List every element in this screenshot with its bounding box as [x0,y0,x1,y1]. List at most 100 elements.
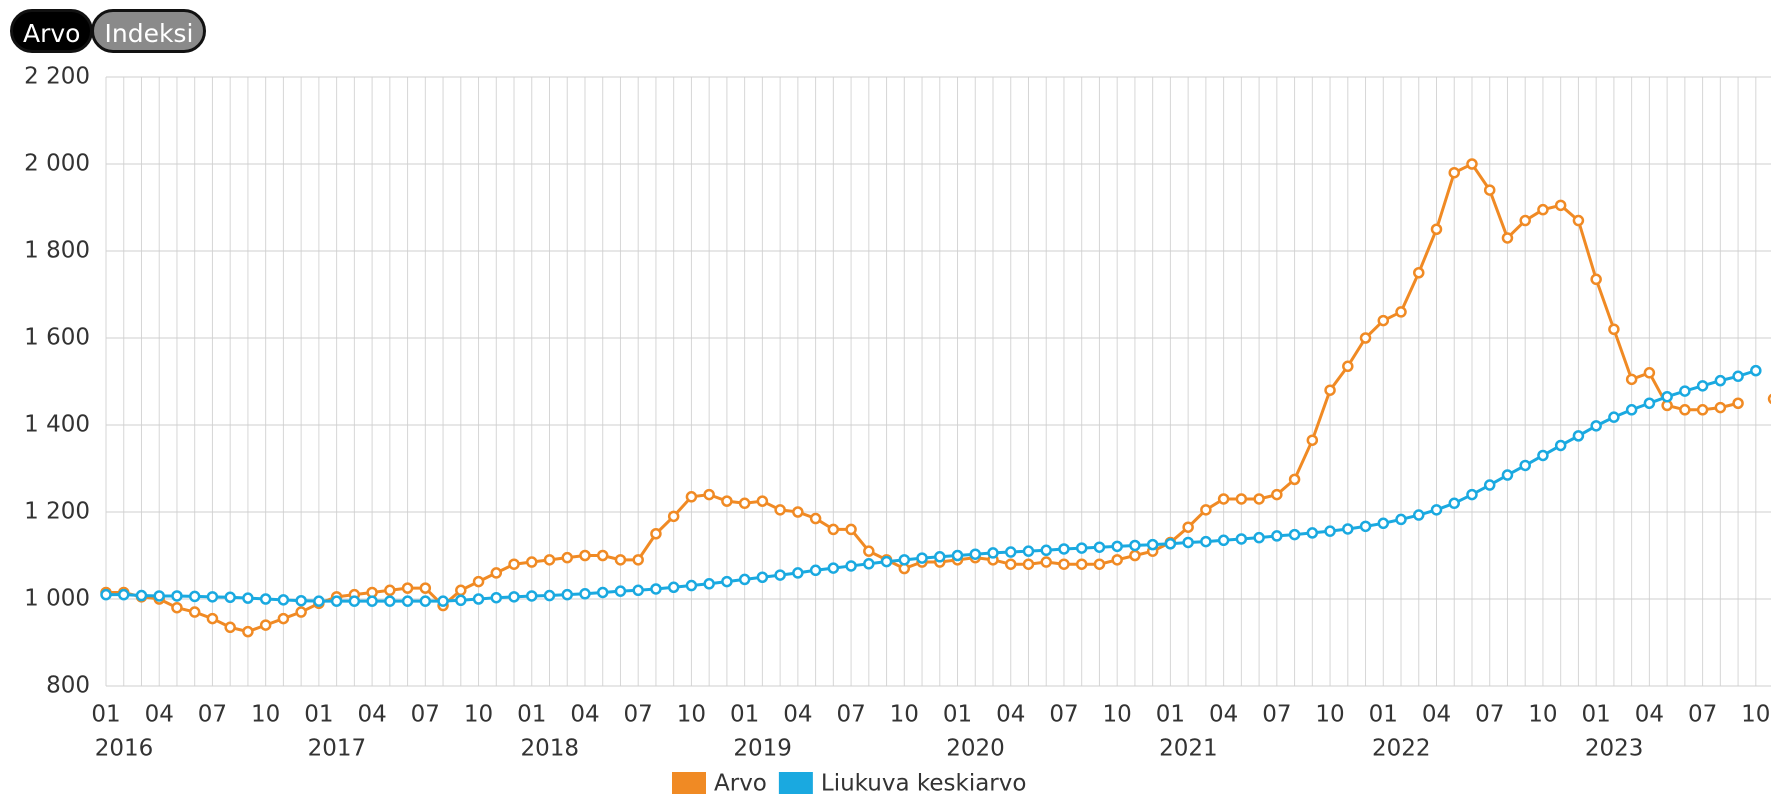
data-point [1483,479,1496,491]
year-label: 2017 [308,736,367,762]
x-tick-label: 04 [1635,702,1664,728]
data-point [1413,267,1425,279]
data-point [667,581,680,594]
data-point [1022,558,1035,570]
data-point [1466,488,1478,501]
data-point [100,588,112,601]
data-point [224,621,236,634]
data-point [1608,323,1620,336]
y-tick-label: 2 000 [24,151,90,177]
data-point [384,595,396,607]
data-point [863,558,875,570]
data-point [1164,538,1177,550]
x-tick-label: 01 [517,702,546,728]
data-point [845,523,857,536]
data-point [756,571,769,583]
button-group: Arvo Indeksi [10,9,207,53]
x-tick-label: 01 [91,702,120,728]
data-point [384,584,396,597]
data-point [242,625,254,638]
x-tick-label: 04 [145,702,174,728]
x-tick-label: 01 [304,702,333,728]
index-button[interactable]: Indeksi [91,9,207,53]
data-point [1182,521,1194,533]
data-point [277,612,290,625]
data-point [1146,538,1159,551]
year-label: 2018 [520,736,579,762]
x-tick-label: 10 [251,702,280,728]
data-point [685,491,698,503]
data-point [703,488,715,501]
x-tick-label: 01 [1156,702,1185,728]
data-point [1448,497,1460,510]
x-tick-label: 04 [783,702,812,728]
y-tick-label: 1 600 [24,325,90,351]
data-point [1217,493,1230,505]
x-tick-label: 10 [1741,702,1770,728]
data-point [135,589,148,602]
data-point [366,595,378,607]
data-point [543,589,556,602]
data-point [1271,488,1283,501]
data-point [1288,528,1301,541]
data-point [455,594,467,607]
data-point [756,495,769,507]
data-point [1093,558,1106,570]
value-button[interactable]: Arvo [10,9,94,53]
data-point [561,551,573,564]
data-point [1643,397,1656,409]
data-point [1058,558,1070,570]
x-tick-label: 04 [570,702,599,728]
data-point [313,595,325,607]
data-point [916,552,928,564]
data-point [1093,541,1106,553]
data-point [295,606,307,618]
data-point [224,591,236,604]
data-point [206,612,219,625]
data-point [1111,554,1123,566]
data-point [508,558,520,570]
data-point [1466,158,1478,170]
data-point [1554,199,1567,212]
year-label: 2021 [1159,736,1218,762]
data-point [1075,542,1088,554]
data-point [774,504,786,516]
data-point [188,606,201,618]
data-point [987,547,999,559]
data-point [1625,373,1638,386]
data-point [1075,558,1088,570]
data-point [242,592,254,604]
legend-label: Arvo [714,771,767,794]
data-point [1058,543,1070,555]
data-point [1750,364,1762,377]
data-point [1271,530,1283,542]
data-point [738,573,751,586]
data-point [1679,404,1691,416]
data-point [1306,527,1319,539]
data-point [1448,166,1460,179]
x-tick-label: 07 [1688,702,1717,728]
year-label: 2022 [1372,736,1431,762]
data-point [259,593,272,605]
data-point [1235,493,1248,505]
data-point [1608,411,1620,423]
data-point [1430,504,1443,516]
legend-swatch [672,772,706,794]
x-tick-label: 01 [943,702,972,728]
data-point [809,564,822,577]
y-tick-label: 2 200 [24,64,90,90]
data-point [809,512,822,525]
data-point [1501,469,1514,481]
x-tick-label: 07 [1049,702,1078,728]
data-point [632,554,644,566]
data-point [792,506,804,518]
y-tick-label: 1 000 [24,586,90,612]
data-point [1537,449,1549,462]
data-point [1253,531,1265,544]
data-point [117,588,130,601]
data-point [419,582,432,594]
data-point [1572,430,1585,442]
data-point [206,591,219,603]
data-point [721,495,733,507]
